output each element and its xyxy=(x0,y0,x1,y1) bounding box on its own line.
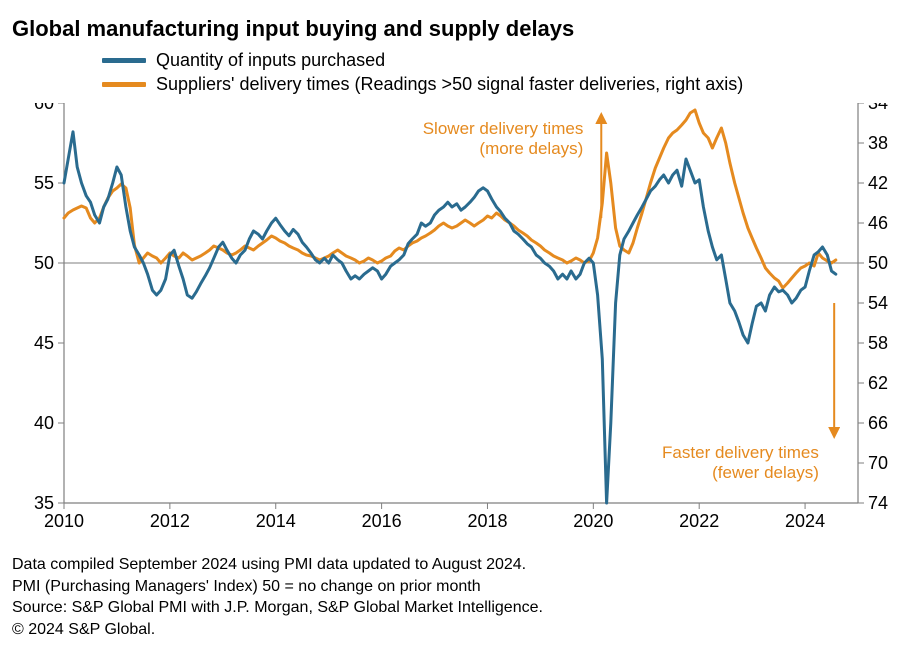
svg-text:45: 45 xyxy=(34,333,54,353)
chart-area: 35 40 45 50 55 60 34 38 42 46 50 54 58 62 66 70 74 2010 20… xyxy=(12,103,910,548)
svg-text:2022: 2022 xyxy=(679,511,719,531)
chart-footer: Data compiled September 2024 using PMI d… xyxy=(12,554,910,640)
svg-text:40: 40 xyxy=(34,413,54,433)
svg-text:74: 74 xyxy=(868,493,888,513)
svg-text:55: 55 xyxy=(34,173,54,193)
svg-text:50: 50 xyxy=(34,253,54,273)
svg-text:2016: 2016 xyxy=(362,511,402,531)
svg-text:42: 42 xyxy=(868,173,888,193)
legend-item-series1: Quantity of inputs purchased xyxy=(102,50,910,71)
svg-text:46: 46 xyxy=(868,213,888,233)
svg-text:58: 58 xyxy=(868,333,888,353)
legend-label-series2: Suppliers' delivery times (Readings >50 … xyxy=(156,74,743,95)
svg-text:2010: 2010 xyxy=(44,511,84,531)
svg-text:2024: 2024 xyxy=(785,511,825,531)
legend: Quantity of inputs purchased Suppliers' … xyxy=(102,50,910,95)
svg-text:54: 54 xyxy=(868,293,888,313)
svg-text:50: 50 xyxy=(868,253,888,273)
footer-line1: Data compiled September 2024 using PMI d… xyxy=(12,554,910,576)
svg-text:34: 34 xyxy=(868,103,888,113)
chart-title: Global manufacturing input buying and su… xyxy=(12,16,910,42)
legend-item-series2: Suppliers' delivery times (Readings >50 … xyxy=(102,74,910,95)
svg-text:62: 62 xyxy=(868,373,888,393)
footer-line4: © 2024 S&P Global. xyxy=(12,619,910,641)
svg-text:2014: 2014 xyxy=(256,511,296,531)
chart-svg: 35 40 45 50 55 60 34 38 42 46 50 54 58 62 66 70 74 2010 20… xyxy=(12,103,910,543)
legend-label-series1: Quantity of inputs purchased xyxy=(156,50,385,71)
svg-text:70: 70 xyxy=(868,453,888,473)
svg-text:60: 60 xyxy=(34,103,54,113)
footer-line2: PMI (Purchasing Managers' Index) 50 = no… xyxy=(12,576,910,598)
legend-swatch-series2 xyxy=(102,82,146,87)
svg-text:2020: 2020 xyxy=(573,511,613,531)
svg-text:2018: 2018 xyxy=(467,511,507,531)
svg-text:2012: 2012 xyxy=(150,511,190,531)
svg-text:35: 35 xyxy=(34,493,54,513)
footer-line3: Source: S&P Global PMI with J.P. Morgan,… xyxy=(12,597,910,619)
svg-text:66: 66 xyxy=(868,413,888,433)
legend-swatch-series1 xyxy=(102,58,146,63)
svg-text:38: 38 xyxy=(868,133,888,153)
